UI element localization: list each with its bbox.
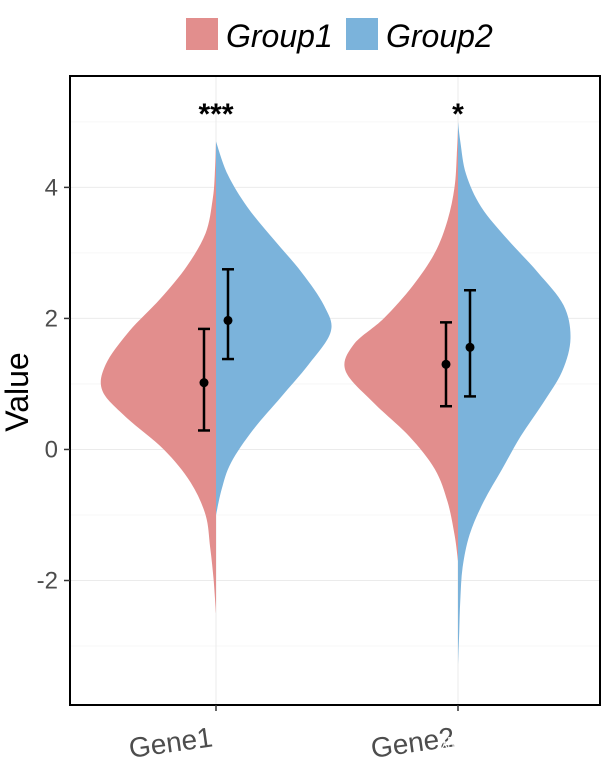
x-tick-label-gene1: Gene1 <box>127 721 215 763</box>
mean-point-group2-gene1 <box>223 315 233 325</box>
mean-point-group1-gene1 <box>199 378 209 388</box>
violin-group2-gene1 <box>216 141 332 515</box>
error-bars <box>198 268 476 432</box>
x-axis <box>215 705 459 711</box>
legend-label-group1: Group1 <box>226 18 333 54</box>
legend-swatch-group2 <box>346 18 378 50</box>
violins <box>100 121 571 666</box>
y-axis: -2 0 2 4 <box>37 174 70 595</box>
watermark-text: 知乎 @被炸熟的虾 <box>440 735 564 752</box>
legend: Group1 Group2 <box>186 18 493 54</box>
legend-swatch-group1 <box>186 18 218 50</box>
significance-gene1: *** <box>198 98 233 131</box>
panel-border <box>69 75 601 706</box>
y-axis-label: Value <box>0 352 35 431</box>
mean-point-group2-gene2 <box>465 342 475 352</box>
violin-group1-gene1 <box>100 141 216 614</box>
y-tick-label: -2 <box>37 568 58 595</box>
mean-point-group1-gene2 <box>441 359 451 369</box>
significance-gene2: * <box>452 98 464 131</box>
y-tick-label: 2 <box>45 305 58 332</box>
y-tick-label: 4 <box>45 174 58 201</box>
violin-group1-gene2 <box>344 128 458 561</box>
y-tick-label: 0 <box>45 436 58 463</box>
violin-group2-gene2 <box>458 121 571 666</box>
legend-label-group2: Group2 <box>386 18 493 54</box>
